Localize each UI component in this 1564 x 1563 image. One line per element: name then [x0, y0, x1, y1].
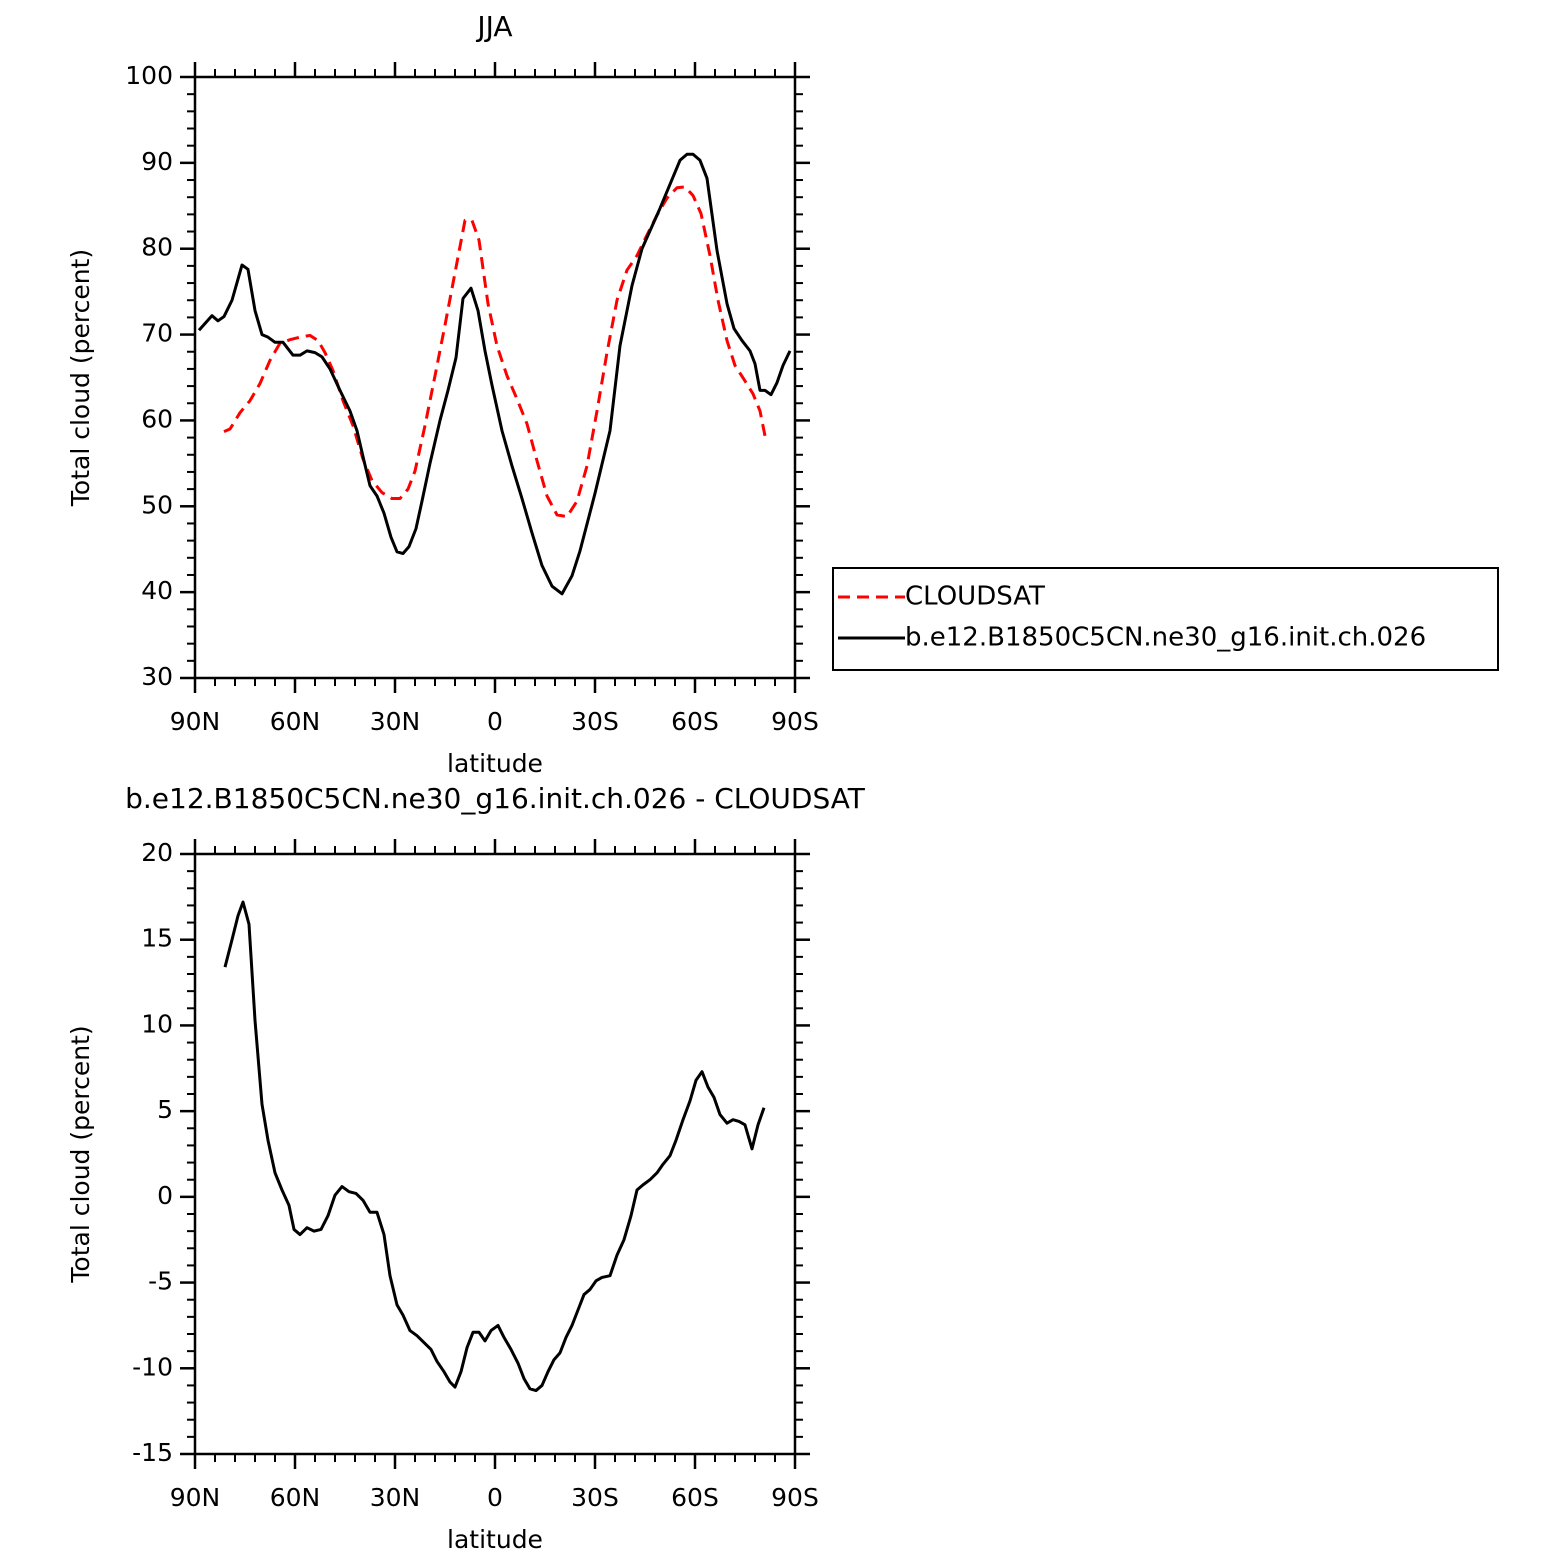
x-tick-label: 90S [771, 1483, 819, 1512]
x-axis-label: latitude [447, 749, 543, 778]
chart-title: JJA [475, 10, 512, 43]
legend-label: b.e12.B1850C5CN.ne30_g16.init.ch.026 [905, 623, 1426, 653]
legend-box [832, 567, 1499, 671]
y-tick-label: 60 [141, 404, 173, 433]
x-tick-label: 60N [270, 707, 321, 736]
data-line [223, 900, 766, 1393]
y-tick-label: 80 [141, 233, 173, 262]
x-tick-label: 30N [370, 1483, 421, 1512]
y-tick-label: 100 [125, 61, 173, 90]
y-tick-label: -10 [132, 1352, 173, 1381]
y-tick-label: 10 [141, 1009, 173, 1038]
y-tick-label: 70 [141, 319, 173, 348]
chart-title: b.e12.B1850C5CN.ne30_g16.init.ch.026 - C… [125, 782, 866, 815]
y-tick-label: 5 [157, 1095, 173, 1124]
legend-label: CLOUDSAT [905, 582, 1045, 612]
y-tick-label: 30 [141, 662, 173, 691]
x-tick-label: 0 [487, 1483, 503, 1512]
y-tick-label: 15 [141, 924, 173, 953]
data-line [197, 152, 792, 596]
x-tick-label: 90S [771, 707, 819, 736]
x-tick-label: 90N [170, 1483, 221, 1512]
data-line [223, 185, 767, 519]
y-axis-label: Total cloud (percent) [66, 1025, 95, 1283]
y-tick-label: 40 [141, 576, 173, 605]
y-tick-label: -15 [132, 1438, 173, 1467]
x-tick-label: 60S [671, 1483, 719, 1512]
y-tick-label: -5 [148, 1267, 173, 1296]
y-tick-label: 50 [141, 490, 173, 519]
y-tick-label: 90 [141, 147, 173, 176]
x-axis-label: latitude [447, 1525, 543, 1554]
plot-frame [193, 75, 797, 680]
x-tick-label: 60S [671, 707, 719, 736]
x-tick-label: 30N [370, 707, 421, 736]
y-tick-label: 20 [141, 838, 173, 867]
x-tick-label: 90N [170, 707, 221, 736]
x-tick-label: 0 [487, 707, 503, 736]
y-axis-label: Total cloud (percent) [66, 249, 95, 507]
x-tick-label: 30S [571, 707, 619, 736]
y-tick-label: 0 [157, 1181, 173, 1210]
x-tick-label: 30S [571, 1483, 619, 1512]
x-tick-label: 60N [270, 1483, 321, 1512]
plot-frame [193, 852, 797, 1456]
